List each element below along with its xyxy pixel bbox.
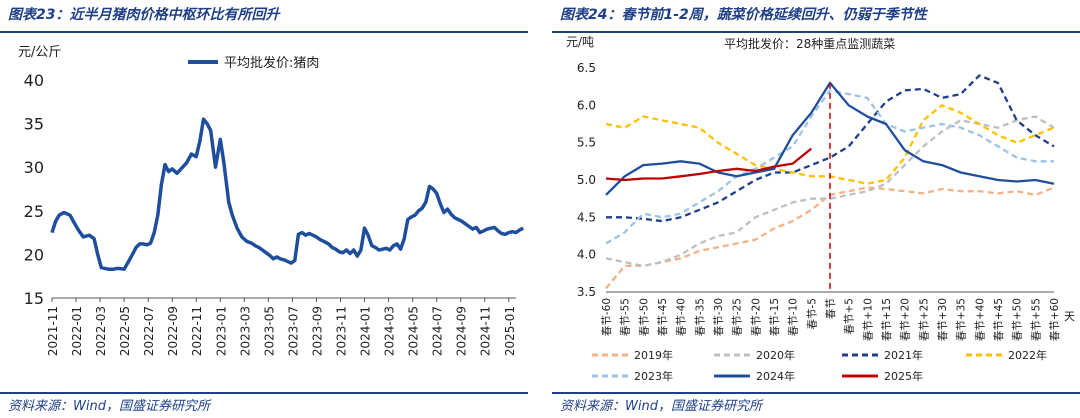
x-tick-label: 春节-35: [694, 298, 706, 336]
x-tick-label: 2021-11: [46, 306, 60, 356]
x-tick-label: 春节+60: [1049, 298, 1061, 341]
y-tick-label: 30: [24, 158, 44, 177]
vegetable-price-chart: 元/吨 平均批发价：28种重点监测蔬菜 3.5 4.0 4.5 5.0 5.5 6.0 6.5 春…: [566, 35, 1075, 383]
y-tick-label: 6.5: [577, 61, 596, 75]
legend-label: 2024年: [756, 369, 795, 383]
series-line-2023年: [605, 89, 1054, 245]
x-tick-label: 春节-10: [788, 298, 800, 336]
left-figure-title: 图表23：近半月猪肉价格中枢环比有所回升: [8, 7, 280, 23]
x-tick-label: 春节+55: [1030, 298, 1042, 341]
right-title-rule: [552, 31, 1080, 33]
y-tick-label: 25: [24, 202, 44, 221]
y-tick-label: 5.5: [577, 136, 596, 150]
x-tick-label: 2024-01: [359, 306, 373, 356]
x-tick-label: 春节-50: [638, 298, 650, 336]
x-tick-label: 春节-55: [620, 298, 632, 336]
y-axis-label: 元/吨: [566, 35, 594, 49]
legend-label: 2025年: [884, 369, 923, 383]
x-tick-label: 春节+30: [937, 298, 949, 341]
series-line-pork: [50, 117, 524, 271]
left-source-rule: [0, 392, 528, 394]
x-tick-label: 2022-03: [94, 306, 108, 356]
x-tick-label: 春节-20: [750, 298, 762, 336]
x-tick-label: 2024-11: [479, 306, 493, 356]
x-tick-label: 2022-05: [118, 306, 132, 356]
x-tick-label: 2023-05: [262, 306, 276, 356]
legend-label: 2022年: [1008, 348, 1047, 362]
x-tick-label: 2022-07: [142, 306, 156, 356]
x-tick-label: 2024-09: [455, 306, 469, 356]
x-tick-label: 春节-5: [806, 298, 818, 329]
series-line-2021年: [606, 74, 1055, 223]
x-tick-label: 2022-11: [190, 306, 204, 356]
series-line-2024年: [605, 81, 1055, 196]
x-tick-label: 2024-03: [383, 306, 397, 356]
right-figure-title: 图表24：春节前1-2周，蔬菜价格延续回升、仍弱于季节性: [560, 7, 927, 23]
x-tick-label: 春节: [825, 298, 837, 319]
right-source-note: 资料来源：Wind，国盛证券研究所: [560, 399, 762, 414]
x-tick-label: 春节+35: [956, 298, 968, 341]
x-tick-label: 春节+50: [1012, 298, 1024, 341]
x-axis-unit: 天: [1064, 310, 1075, 323]
right-panel: 图表24：春节前1-2周，蔬菜价格延续回升、仍弱于季节性 元/吨 平均批发价：28…: [552, 0, 1080, 418]
legend-label-pork: 平均批发价:猪肉: [224, 55, 319, 71]
legend-label: 2023年: [634, 369, 673, 383]
x-tick-label: 春节-45: [657, 298, 669, 336]
right-source-rule: [552, 392, 1080, 394]
y-tick-label: 3.5: [577, 285, 596, 299]
x-tick-label: 春节+25: [918, 298, 930, 341]
x-tick-label: 2023-03: [238, 306, 252, 356]
x-tick-label: 春节-25: [732, 298, 744, 336]
x-tick-label: 春节-40: [676, 298, 688, 336]
x-tick-label: 春节+5: [844, 298, 856, 334]
y-tick-label: 35: [24, 115, 44, 134]
pork-price-chart: 元/公斤 15 20 25 30 35 40 2021-11 2022-01 2022-03 202…: [18, 45, 524, 356]
legend-label: 2019年: [634, 348, 673, 362]
y-tick-label: 20: [24, 245, 44, 264]
series-line-2025年: [605, 147, 813, 182]
left-title-rule: [0, 31, 528, 33]
x-tick-label: 2023-07: [286, 306, 300, 356]
x-tick-label: 春节+15: [881, 298, 893, 341]
y-tick-label: 4.0: [577, 248, 596, 262]
x-tick-label: 春节-60: [601, 298, 613, 336]
x-tick-label: 春节+40: [974, 298, 986, 341]
y-axis-label: 元/公斤: [18, 45, 61, 60]
x-tick-label: 2022-09: [166, 306, 180, 356]
x-tick-label: 2023-11: [334, 306, 348, 356]
left-source-note: 资料来源：Wind，国盛证券研究所: [8, 399, 210, 414]
left-panel: 图表23：近半月猪肉价格中枢环比有所回升 元/公斤 15 20 25 30 35 40 202…: [0, 0, 528, 418]
y-tick-label: 6.0: [577, 98, 596, 112]
x-tick-label: 2022-01: [70, 306, 84, 356]
x-tick-label: 春节-30: [713, 298, 725, 336]
x-tick-label: 春节+45: [993, 298, 1005, 341]
chart-subtitle: 平均批发价：28种重点监测蔬菜: [724, 36, 895, 51]
legend-label: 2020年: [756, 348, 795, 362]
legend-label: 2021年: [884, 348, 923, 362]
y-tick-label: 5.0: [577, 173, 596, 187]
y-tick-label: 40: [24, 71, 44, 90]
y-tick-label: 15: [24, 289, 44, 308]
x-tick-label: 2025-01: [503, 306, 517, 356]
x-tick-label: 2023-09: [310, 306, 324, 356]
x-tick-label: 2024-05: [407, 306, 421, 356]
x-tick-label: 春节-15: [769, 298, 781, 336]
x-tick-label: 2024-07: [431, 306, 445, 356]
y-tick-label: 4.5: [577, 210, 596, 224]
x-tick-label: 春节+10: [862, 298, 874, 341]
x-tick-label: 2023-01: [214, 306, 228, 356]
x-tick-label: 春节+20: [900, 298, 912, 341]
